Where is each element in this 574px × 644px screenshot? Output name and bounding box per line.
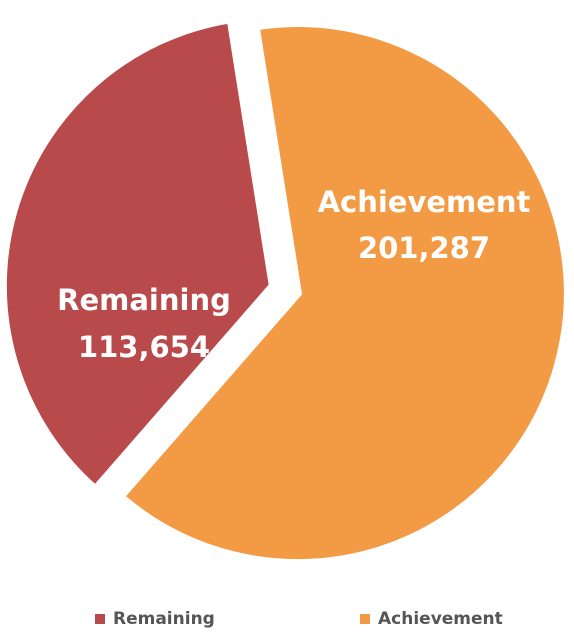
legend-item-remaining: Remaining bbox=[95, 603, 215, 635]
legend-swatch-remaining bbox=[95, 614, 105, 624]
legend-item-achievement: Achievement bbox=[360, 603, 503, 635]
pie-slices bbox=[0, 14, 572, 568]
slice-value-label-remaining: 113,654 bbox=[78, 330, 210, 364]
legend-swatch-achievement bbox=[360, 614, 370, 624]
slice-value-label-achievement: 201,287 bbox=[358, 231, 490, 265]
pie-slice-remaining bbox=[0, 14, 278, 496]
slice-category-label-achievement: Achievement bbox=[318, 185, 531, 219]
legend: Remaining Achievement bbox=[0, 603, 574, 635]
legend-label-achievement: Achievement bbox=[378, 609, 503, 629]
pie-slice-achievement bbox=[114, 19, 572, 568]
pie-chart: Remaining 113,654 Achievement 201,287 bbox=[0, 14, 572, 568]
slice-category-label-remaining: Remaining bbox=[57, 283, 231, 317]
pie-chart-svg: Remaining 113,654 Achievement 201,287 bbox=[0, 14, 572, 568]
legend-label-remaining: Remaining bbox=[113, 609, 215, 629]
